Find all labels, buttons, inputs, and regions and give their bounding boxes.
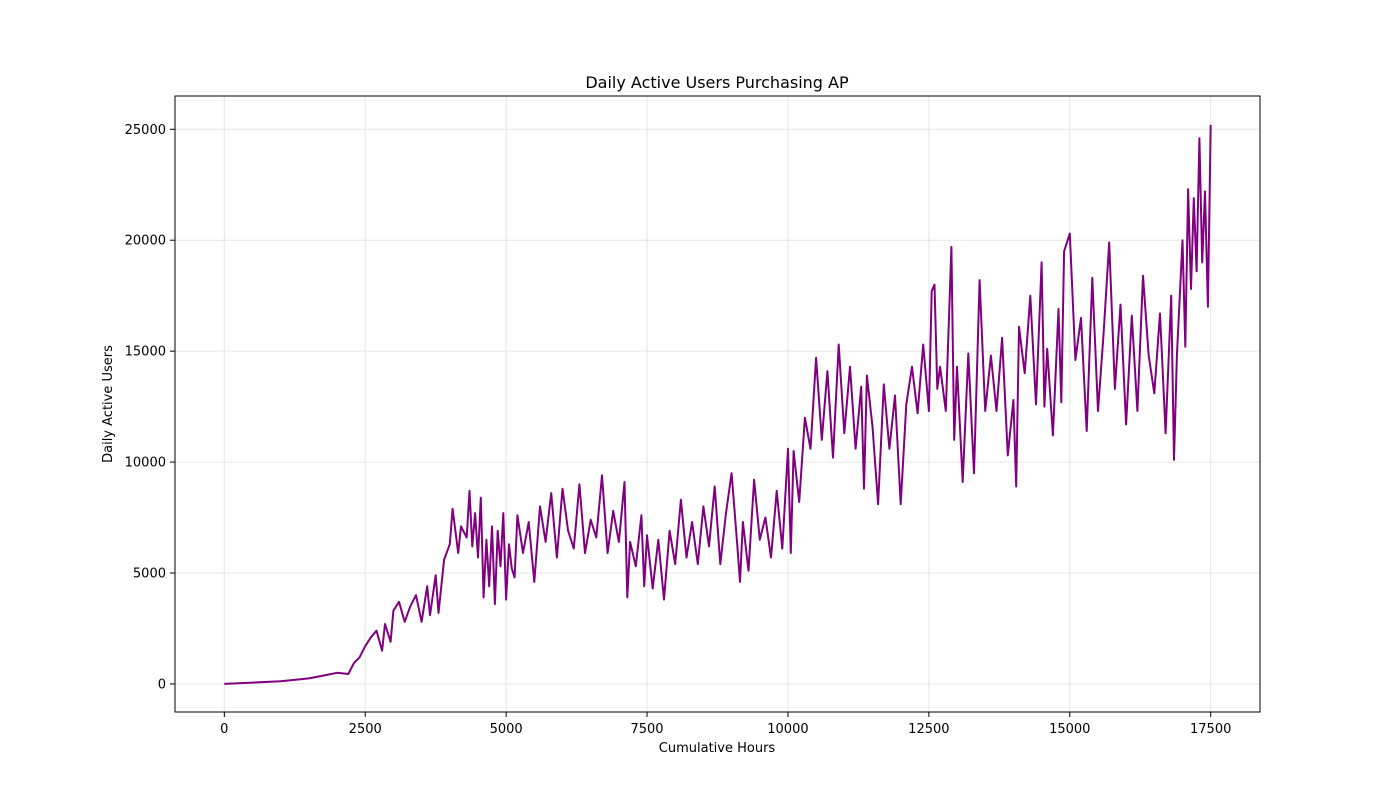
x-tick-label: 17500 <box>1190 722 1231 737</box>
y-tick-label: 5000 <box>133 567 166 582</box>
y-tick-label: 0 <box>158 677 166 692</box>
y-axis-label: Daily Active Users <box>101 345 116 463</box>
x-tick-label: 7500 <box>630 722 663 737</box>
x-axis-label: Cumulative Hours <box>659 741 776 756</box>
plot-frame <box>174 95 1261 713</box>
series-line-daily-active-users <box>224 124 1212 685</box>
x-tick-label: 2500 <box>349 722 382 737</box>
y-tick-label: 25000 <box>125 123 166 138</box>
y-tick-label: 10000 <box>125 456 166 471</box>
y-tick-label: 20000 <box>125 234 166 249</box>
y-axis: 0 5000 10000 15000 20000 25000 <box>125 123 175 692</box>
x-tick-label: 15000 <box>1049 722 1090 737</box>
x-axis: 0 2500 5000 7500 10000 12500 15000 17500 <box>220 712 1231 737</box>
x-tick-label: 10000 <box>767 722 808 737</box>
x-tick-label: 5000 <box>490 722 523 737</box>
chart-title: Daily Active Users Purchasing AP <box>585 73 849 92</box>
y-tick-label: 15000 <box>125 345 166 360</box>
x-tick-label: 0 <box>220 722 228 737</box>
x-tick-label: 12500 <box>908 722 949 737</box>
